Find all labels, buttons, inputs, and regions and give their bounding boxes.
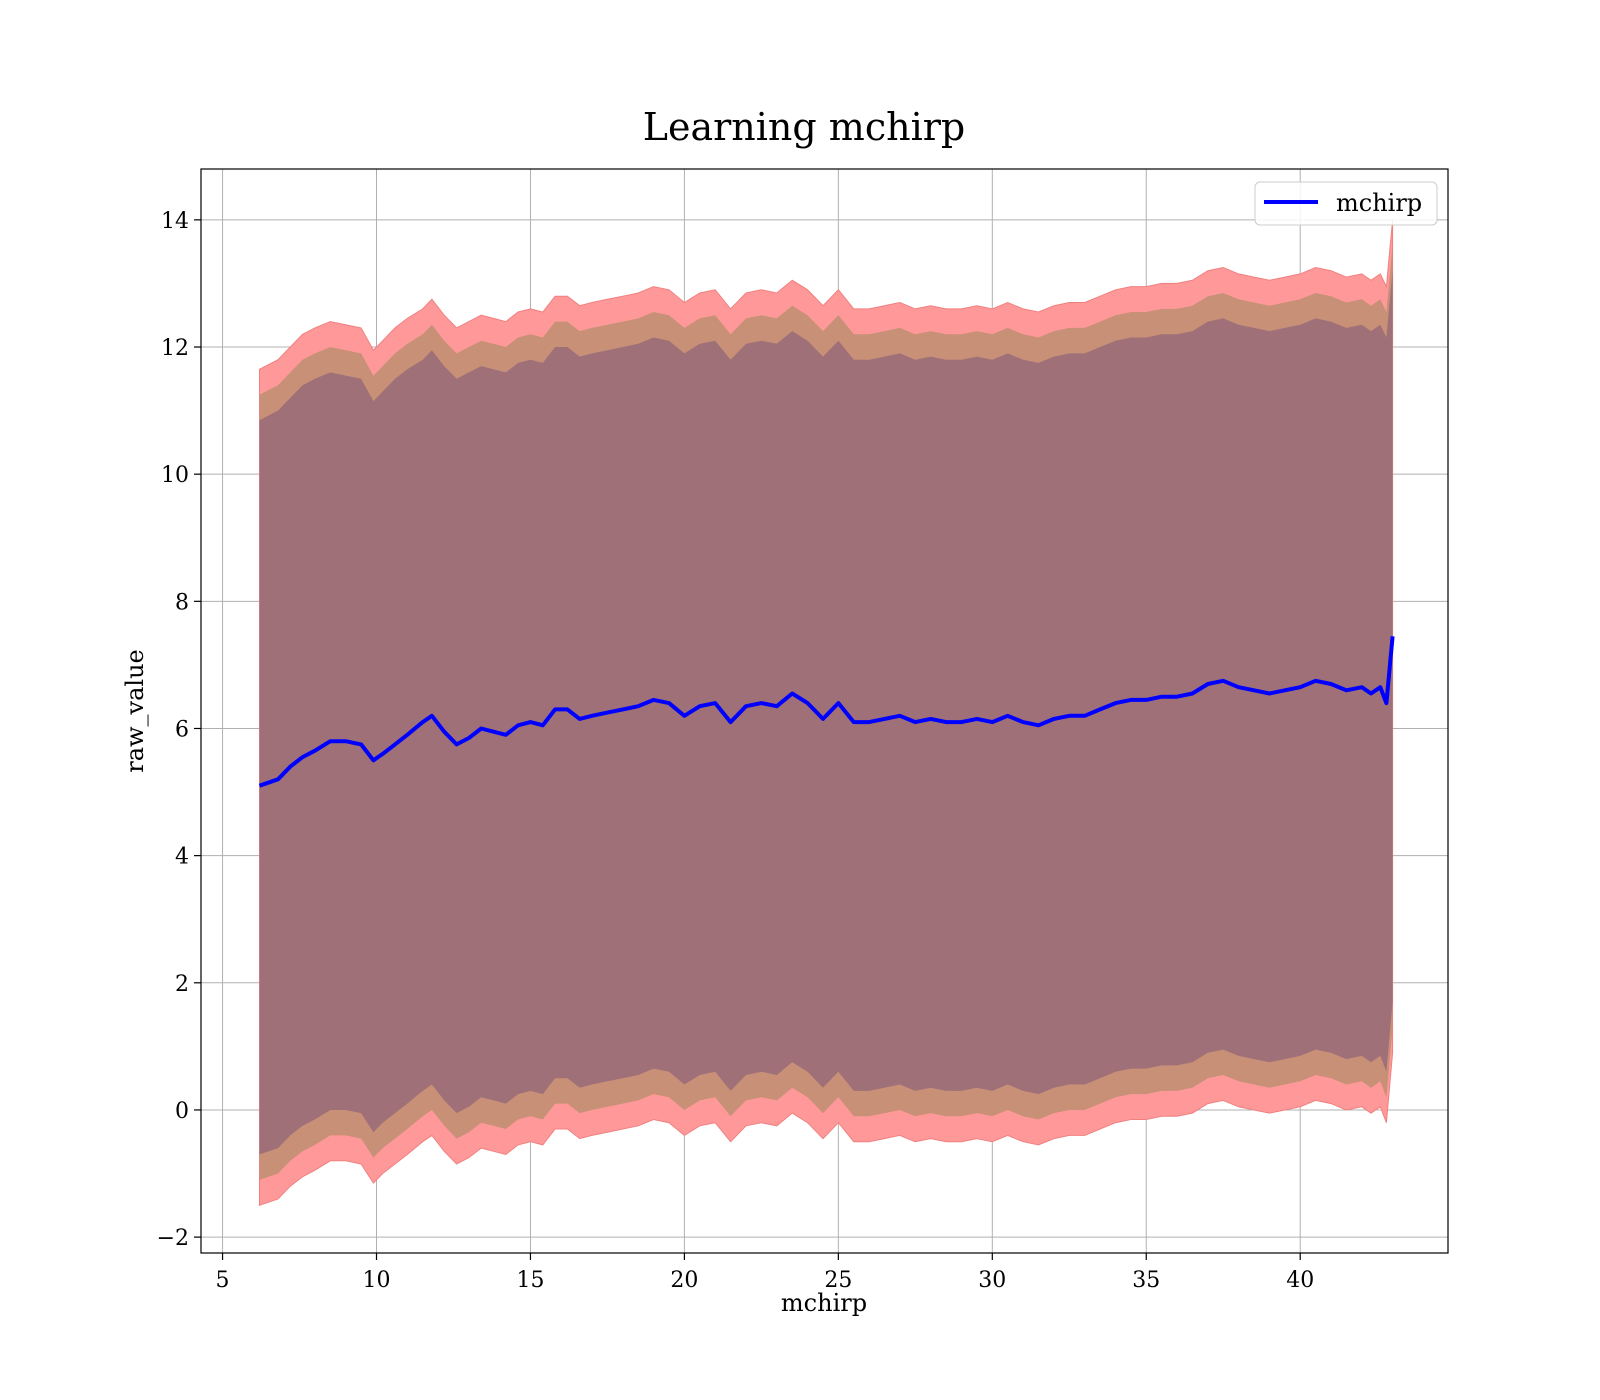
y-tick-label: 14 [161, 209, 189, 234]
y-axis-label: raw_value [121, 649, 149, 773]
y-tick-label: 4 [175, 845, 189, 870]
y-tick-label: 12 [161, 336, 189, 361]
x-tick-label: 5 [216, 1268, 230, 1293]
axis-ticks: 5 10 15 20 25 30 35 40 −2 0 2 4 6 8 10 12 14 [157, 209, 1315, 1293]
legend: mchirp [1254, 181, 1438, 226]
y-tick-label: 6 [175, 717, 189, 742]
plot-frame [200, 168, 1449, 1254]
legend-label-mchirp: mchirp [1336, 189, 1422, 217]
x-tick-label: 15 [516, 1268, 544, 1293]
x-axis-label: mchirp [781, 1289, 867, 1317]
y-tick-label: −2 [157, 1226, 189, 1251]
x-tick-label: 20 [670, 1268, 698, 1293]
x-tick-label: 25 [824, 1268, 852, 1293]
series-lines [258, 636, 1395, 788]
confidence-bands [259, 219, 1394, 1206]
chart-title: Learning mchirp [643, 105, 965, 149]
y-tick-label: 2 [175, 972, 189, 997]
legend-box [1254, 181, 1438, 226]
y-tick-label: 8 [175, 590, 189, 615]
x-tick-label: 35 [1132, 1268, 1160, 1293]
x-tick-label: 40 [1286, 1268, 1314, 1293]
y-tick-label: 0 [175, 1099, 189, 1124]
series-line-mchirp [258, 636, 1395, 788]
x-tick-label: 30 [978, 1268, 1006, 1293]
x-tick-label: 10 [363, 1268, 391, 1293]
y-tick-label: 10 [161, 463, 189, 488]
inner-band [259, 270, 1393, 1155]
